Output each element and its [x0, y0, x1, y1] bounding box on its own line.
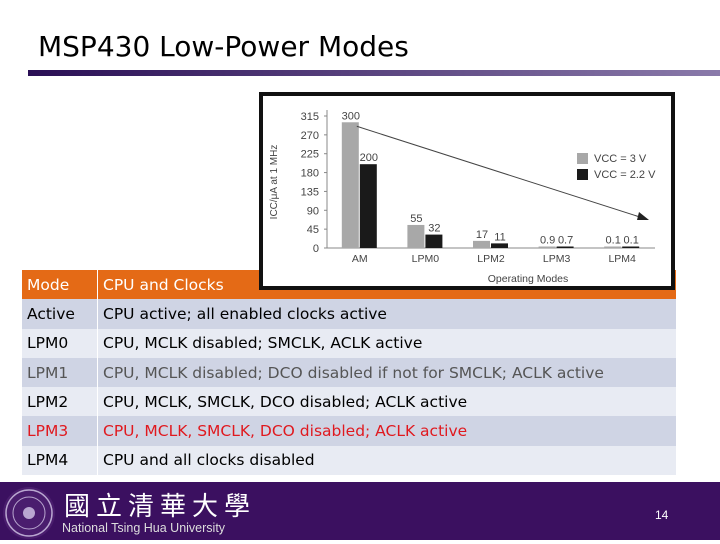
- x-tick-label: LPM0: [412, 253, 440, 265]
- data-label: 200: [360, 152, 378, 164]
- university-seal-icon: [3, 487, 55, 539]
- trend-line: [356, 125, 644, 219]
- bar: [407, 224, 425, 248]
- table-row: LPM0 CPU, MCLK disabled; SMCLK, ACLK act…: [22, 328, 676, 359]
- trend-arrow-icon: [637, 212, 649, 220]
- bar: [341, 122, 359, 248]
- y-tick-label: 270: [301, 130, 319, 142]
- bar: [556, 246, 574, 248]
- data-label: 0.1: [624, 235, 639, 247]
- legend-label: VCC = 3 V: [594, 153, 647, 165]
- table-row: LPM4 CPU and all clocks disabled: [22, 445, 676, 476]
- y-tick-label: 180: [301, 168, 319, 180]
- x-tick-label: AM: [352, 253, 368, 265]
- university-name-cjk: 國立清華大學: [64, 492, 257, 522]
- mode-cell: LPM3: [22, 416, 103, 447]
- y-tick-label: 0: [313, 243, 319, 255]
- desc-cell: CPU active; all enabled clocks active: [98, 299, 676, 329]
- mode-cell: LPM2: [22, 387, 103, 417]
- data-label: 0.1: [606, 235, 621, 247]
- desc-cell: CPU, MCLK, SMCLK, DCO disabled; ACLK act…: [98, 387, 676, 417]
- chart-svg: 0 45 90 135 180 225 270 315 ICC/μA at 1 MHz 300 20…: [269, 110, 656, 285]
- desc-cell: CPU and all clocks disabled: [98, 445, 676, 476]
- legend-swatch: [577, 153, 588, 164]
- desc-cell: CPU, MCLK, SMCLK, DCO disabled; ACLK act…: [98, 416, 676, 446]
- data-label: 11: [494, 231, 505, 243]
- current-consumption-chart: 0 45 90 135 180 225 270 315 ICC/μA at 1 MHz 300 20…: [259, 92, 675, 290]
- data-label: 300: [342, 110, 360, 122]
- bar: [473, 240, 490, 248]
- data-label: 0.9: [540, 235, 555, 247]
- mode-cell: Active: [22, 299, 103, 329]
- y-tick-label: 135: [301, 186, 319, 198]
- bar: [538, 246, 556, 248]
- bar: [622, 246, 640, 248]
- bar: [425, 234, 443, 248]
- legend-label: VCC = 2.2 V: [594, 169, 656, 181]
- bar: [604, 246, 622, 248]
- y-axis-label: ICC/μA at 1 MHz: [269, 145, 280, 220]
- desc-cell: CPU, MCLK disabled; DCO disabled if not …: [98, 357, 676, 388]
- x-tick-label: LPM2: [477, 253, 505, 265]
- data-label: 55: [410, 213, 422, 225]
- y-tick-label: 90: [307, 205, 319, 217]
- x-tick-label: LPM3: [543, 253, 571, 265]
- data-label: 32: [428, 223, 440, 235]
- x-tick-label: LPM4: [608, 253, 636, 265]
- page-number: 14: [655, 508, 669, 522]
- table-row: Active CPU active; all enabled clocks ac…: [22, 299, 676, 329]
- low-power-modes-table: Mode CPU and Clocks Active CPU active; a…: [22, 270, 676, 476]
- table-row: LPM1 CPU, MCLK disabled; DCO disabled if…: [22, 357, 676, 388]
- legend-swatch: [577, 169, 588, 180]
- bar: [359, 164, 377, 248]
- data-label: 0.7: [558, 235, 573, 247]
- mode-cell: LPM0: [22, 328, 103, 359]
- table-row: LPM2 CPU, MCLK, SMCLK, DCO disabled; ACL…: [22, 387, 676, 417]
- title-underline: [28, 70, 720, 76]
- y-tick-label: 225: [301, 149, 319, 161]
- mode-cell: LPM4: [22, 445, 103, 476]
- desc-cell: CPU, MCLK disabled; SMCLK, ACLK active: [98, 328, 676, 358]
- y-tick-label: 315: [301, 111, 319, 123]
- x-axis-label: Operating Modes: [488, 273, 569, 285]
- mode-cell: LPM1: [22, 357, 103, 388]
- y-tick-label: 45: [307, 224, 319, 236]
- table-row: LPM3 CPU, MCLK, SMCLK, DCO disabled; ACL…: [22, 416, 676, 447]
- slide-title: MSP430 Low-Power Modes: [38, 30, 409, 63]
- header-mode: Mode: [22, 270, 103, 300]
- footer-bar: [0, 482, 720, 540]
- university-name: National Tsing Hua University: [62, 521, 226, 535]
- data-label: 17: [476, 229, 488, 241]
- bar: [491, 243, 508, 248]
